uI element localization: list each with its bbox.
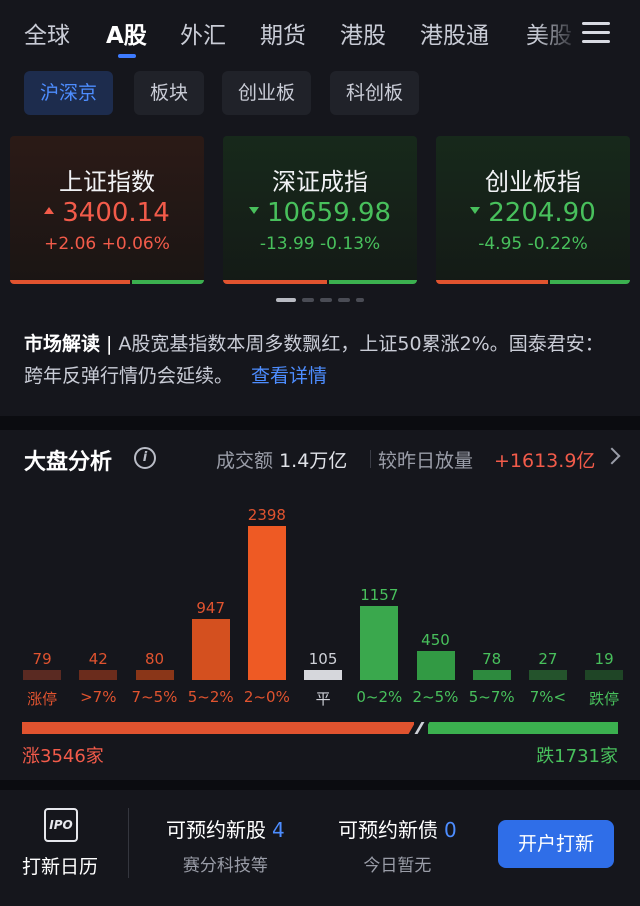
index-cards: 上证指数 3400.14 +2.06 +0.06% 深证成指 10659.98 … bbox=[0, 126, 640, 316]
index-price: 10659.98 bbox=[223, 198, 417, 228]
info-icon[interactable]: i bbox=[134, 447, 156, 469]
bar-8 bbox=[472, 670, 511, 680]
index-name: 上证指数 bbox=[59, 168, 155, 196]
active-tab-indicator bbox=[118, 54, 136, 58]
index-price: 3400.14 bbox=[10, 198, 204, 228]
bar-category-label: 5~2% bbox=[187, 688, 234, 706]
bar-5 bbox=[304, 670, 343, 680]
bar-category-label: 跌停 bbox=[589, 690, 620, 708]
ipo-bar: IPO 打新日历 可预约新股 4 赛分科技等 可预约新债 0 今日暂无 开户打新 bbox=[0, 790, 640, 906]
view-details-link[interactable]: 查看详情 bbox=[251, 365, 328, 387]
market-interpretation[interactable]: 市场解读 | A股宽基指数本周多数飘红，上证50累涨2%。国泰君安：跨年反弹行情仍会… bbox=[0, 316, 640, 416]
down-arrow-icon bbox=[470, 207, 481, 214]
ratio-up-segment bbox=[22, 722, 414, 734]
bar-category-label: 7%< bbox=[529, 688, 567, 706]
chip-sectors[interactable]: 板块 bbox=[134, 71, 205, 115]
divider bbox=[370, 450, 371, 468]
bar-category-label: 7~5% bbox=[131, 688, 178, 706]
bar-0 bbox=[23, 670, 62, 680]
up-arrow-icon bbox=[44, 207, 55, 214]
turnover: 成交额 1.4万亿 bbox=[216, 450, 348, 472]
ipo-calendar-icon[interactable]: IPO bbox=[44, 808, 78, 842]
bar-value-label: 2398 bbox=[247, 506, 286, 524]
bar-value-label: 105 bbox=[308, 650, 338, 668]
bar-value-label: 19 bbox=[594, 650, 614, 668]
bar-7 bbox=[416, 651, 455, 680]
bar-value-label: 1157 bbox=[360, 586, 399, 604]
card-bar-up bbox=[223, 280, 327, 284]
volume-compare-label: 较昨日放量 bbox=[378, 450, 474, 472]
index-card-chinext[interactable]: 创业板指 2204.90 -4.95 -0.22% bbox=[436, 136, 630, 284]
chip-chinext[interactable]: 创业板 bbox=[222, 71, 312, 115]
bar-4 bbox=[247, 526, 286, 680]
bar-value-label: 79 bbox=[32, 650, 52, 668]
open-account-button[interactable]: 开户打新 bbox=[498, 820, 614, 868]
index-name: 创业板指 bbox=[485, 168, 581, 196]
analysis-title: 大盘分析 bbox=[24, 450, 113, 475]
index-price: 2204.90 bbox=[436, 198, 630, 228]
bar-category-label: 2~0% bbox=[243, 688, 290, 706]
new-stocks[interactable]: 可预约新股 4 赛分科技等 bbox=[166, 818, 285, 876]
index-name: 深证成指 bbox=[272, 168, 368, 196]
card-bar-down bbox=[550, 280, 630, 284]
bar-value-label: 947 bbox=[196, 599, 225, 617]
bar-category-label: 2~5% bbox=[412, 688, 459, 706]
index-change: -13.99 -0.13% bbox=[259, 234, 381, 254]
bar-value-label: 27 bbox=[538, 650, 558, 668]
bar-9 bbox=[528, 670, 567, 680]
bar-category-label: 平 bbox=[315, 690, 331, 708]
card-bar-up bbox=[436, 280, 548, 284]
top-nav: 全球 A股 外汇 期货 港股 港股通 美股 bbox=[0, 0, 640, 60]
tab-global[interactable]: 全球 bbox=[24, 23, 70, 49]
sub-nav: 沪深京 板块 创业板 科创板 bbox=[0, 60, 640, 126]
tab-a-shares[interactable]: A股 bbox=[106, 23, 147, 49]
bar-value-label: 80 bbox=[144, 650, 165, 668]
tab-hk-connect[interactable]: 港股通 bbox=[420, 23, 489, 49]
new-bonds[interactable]: 可预约新债 0 今日暂无 bbox=[338, 818, 457, 876]
bar-category-label: 5~7% bbox=[468, 688, 515, 706]
bar-1 bbox=[79, 670, 118, 680]
bar-3 bbox=[191, 619, 230, 680]
interpretation-label: 市场解读 bbox=[24, 333, 101, 355]
index-card-shenzhen[interactable]: 深证成指 10659.98 -13.99 -0.13% bbox=[223, 136, 417, 284]
bar-value-label: 450 bbox=[421, 631, 450, 649]
market-analysis: 大盘分析 i 成交额 1.4万亿 较昨日放量 +1613.9亿 79 涨停 42 >7… bbox=[0, 430, 640, 780]
breadth-bar-chart: 79 涨停 42 >7% 80 7~5% 947 5~2% 2398 2~0% 105 平 1157 0~… bbox=[0, 490, 640, 720]
ipo-calendar-label[interactable]: 打新日历 bbox=[22, 856, 99, 878]
ratio-down-segment bbox=[428, 722, 618, 734]
tab-forex[interactable]: 外汇 bbox=[180, 23, 226, 49]
card-bar-down bbox=[132, 280, 204, 284]
chip-sh-sz-bj[interactable]: 沪深京 bbox=[24, 71, 114, 115]
bar-6 bbox=[360, 606, 399, 680]
index-card-shanghai[interactable]: 上证指数 3400.14 +2.06 +0.06% bbox=[10, 136, 204, 284]
decliners-count: 跌1731家 bbox=[536, 746, 618, 767]
bar-category-label: >7% bbox=[80, 688, 117, 706]
menu-icon[interactable] bbox=[582, 22, 610, 44]
interpretation-text: A股宽基指数本周多数飘红，上证50累涨2%。国泰君安：跨年反弹行情仍会延续。 bbox=[24, 333, 604, 387]
index-change: -4.95 -0.22% bbox=[478, 234, 588, 254]
chip-star-market[interactable]: 科创板 bbox=[330, 71, 420, 115]
bar-value-label: 78 bbox=[482, 650, 502, 668]
bar-value-label: 42 bbox=[88, 650, 108, 668]
index-change: +2.06 +0.06% bbox=[44, 234, 170, 254]
volume-compare-value: +1613.9亿 bbox=[494, 450, 596, 472]
down-arrow-icon bbox=[248, 207, 259, 214]
chevron-right-icon[interactable] bbox=[603, 447, 621, 465]
card-bar-up bbox=[10, 280, 130, 284]
bar-10 bbox=[585, 670, 624, 680]
divider bbox=[128, 808, 129, 878]
bar-category-label: 0~2% bbox=[356, 688, 403, 706]
advancers-count: 涨3546家 bbox=[22, 746, 104, 767]
tab-futures[interactable]: 期货 bbox=[260, 23, 306, 49]
card-bar-down bbox=[329, 280, 417, 284]
tab-fade-overlay bbox=[535, 0, 595, 60]
bar-category-label: 涨停 bbox=[27, 690, 58, 708]
up-down-ratio-bar bbox=[22, 720, 618, 736]
tab-hk-stocks[interactable]: 港股 bbox=[340, 23, 386, 49]
bar-2 bbox=[135, 670, 174, 680]
